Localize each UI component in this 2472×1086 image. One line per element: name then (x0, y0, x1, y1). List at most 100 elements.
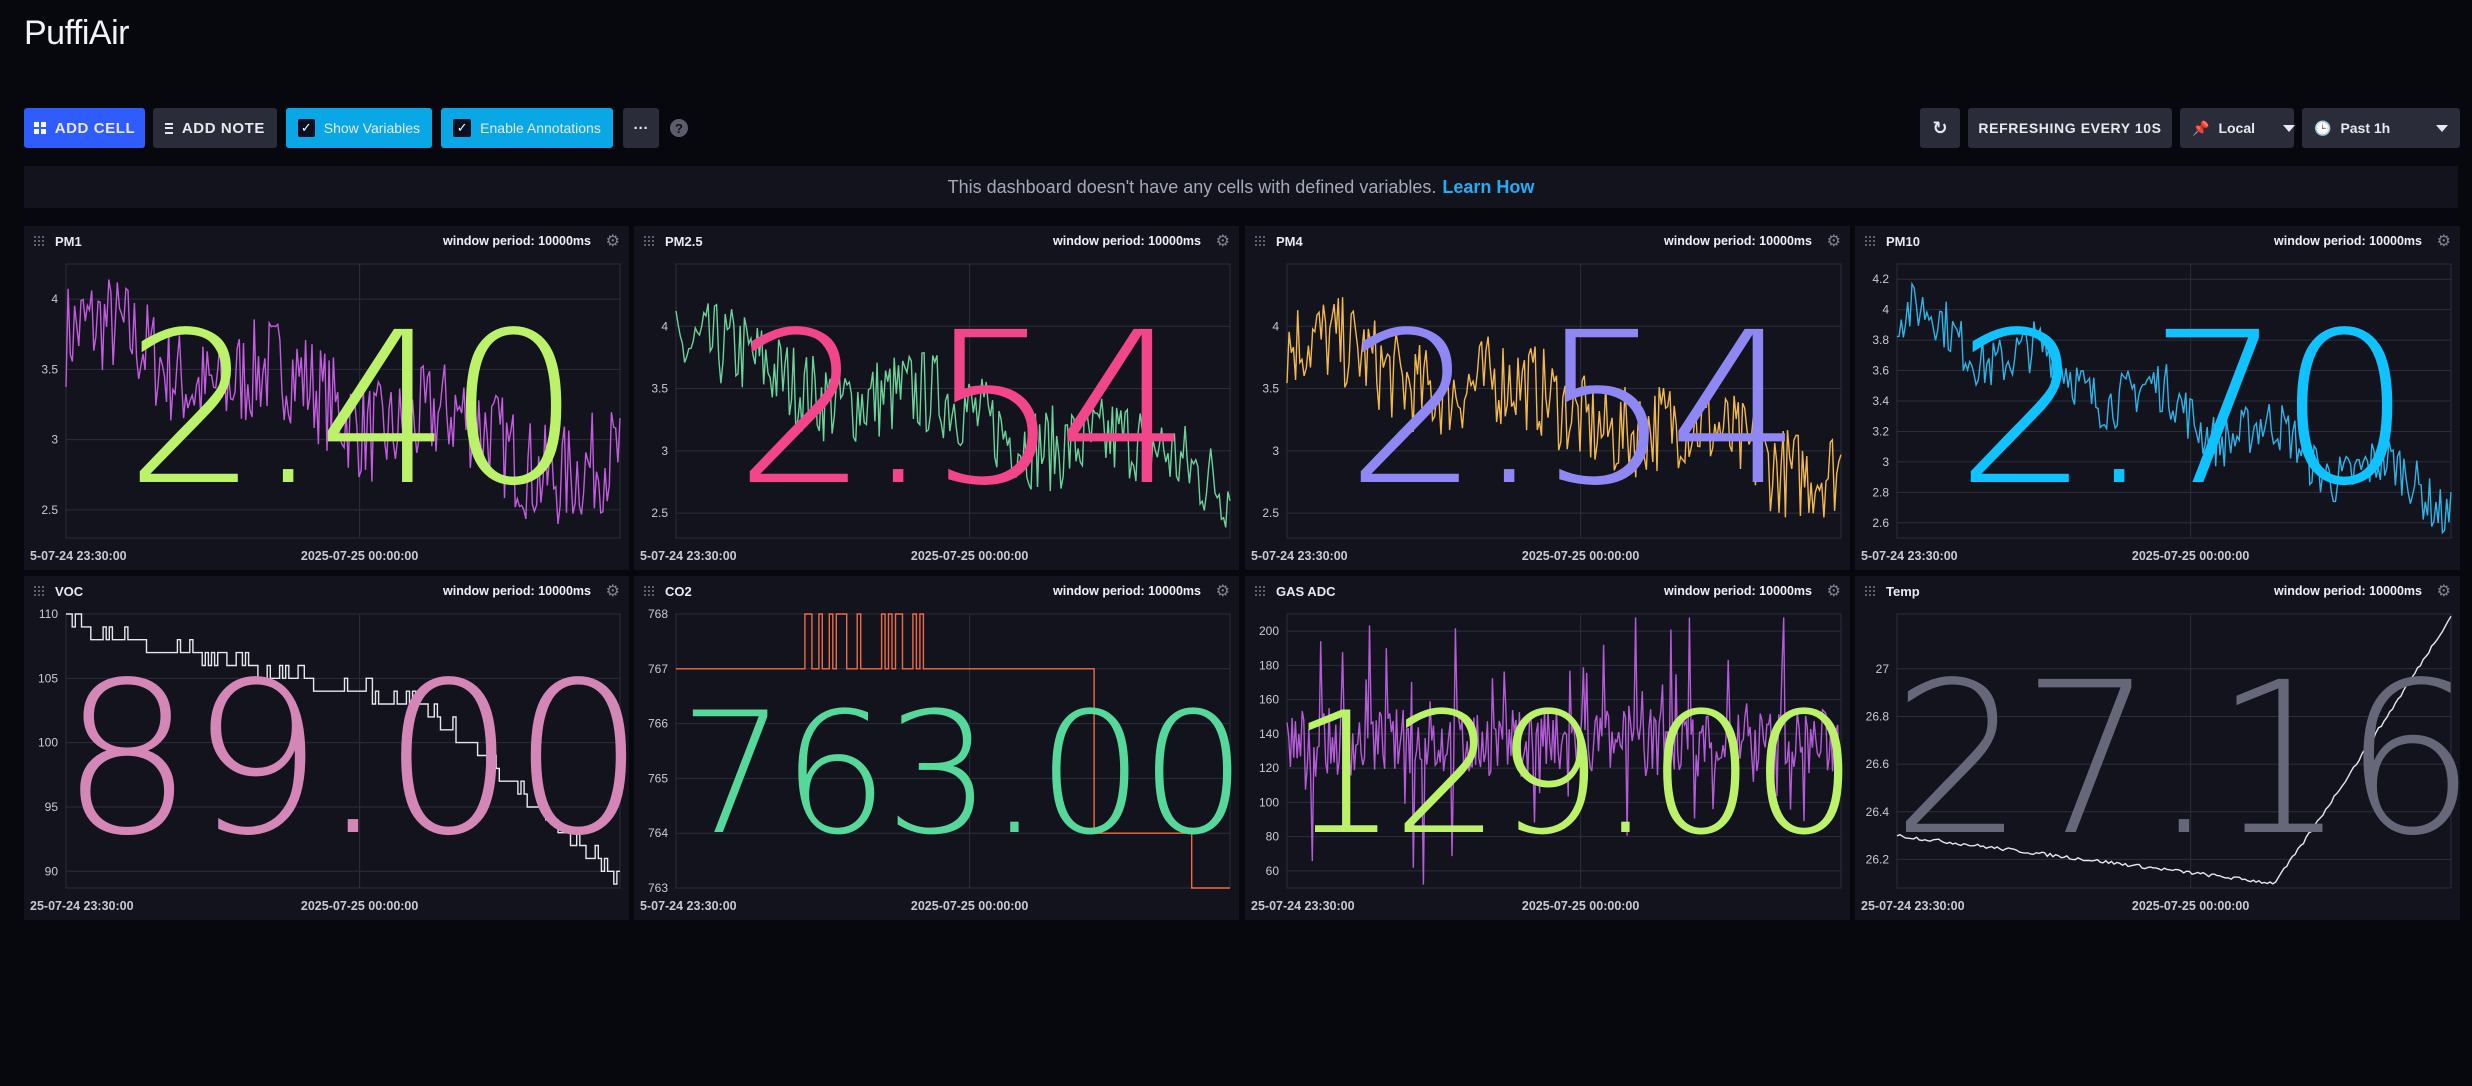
add-cell-button[interactable]: ADD CELL (24, 108, 145, 148)
show-variables-label: Show Variables (323, 120, 420, 136)
series-line (1896, 281, 2452, 535)
x-tick-label: 2025-07-25 00:00:00 (301, 899, 418, 913)
cell-graph: 2.5 3 3.5 4 5-07-24 23:30:00 2025-07-25 00:00… (30, 263, 621, 563)
y-tick-label: 26.2 (1866, 852, 1890, 866)
x-tick-label: 2025-07-25 00:00:00 (1522, 899, 1639, 913)
y-tick-label: 3.4 (1872, 394, 1889, 408)
show-variables-toggle[interactable]: ✓ Show Variables (286, 108, 432, 148)
cell-header[interactable]: GAS ADC window period: 10000ms ⚙ (1245, 576, 1850, 606)
y-tick-label: 95 (45, 800, 59, 814)
gear-icon[interactable]: ⚙ (2436, 583, 2451, 600)
cell-header[interactable]: PM4 window period: 10000ms ⚙ (1245, 226, 1850, 256)
y-tick-label: 3.2 (1872, 424, 1889, 438)
x-tick-label: 2025-07-25 00:00:00 (2132, 899, 2249, 913)
enable-annotations-label: Enable Annotations (480, 120, 601, 136)
x-tick-label: 2025-07-25 00:00:00 (1522, 549, 1639, 563)
y-tick-label: 4 (661, 319, 668, 333)
cell-graph: 2.5 3 3.5 4 5-07-24 23:30:00 2025-07-25 00:00… (1251, 263, 1842, 563)
series-line (675, 303, 1231, 528)
drag-handle-icon[interactable] (1255, 586, 1265, 596)
y-tick-label: 110 (39, 607, 58, 621)
single-stat-value: 27.16 (1891, 637, 2460, 882)
chevron-down-icon (2436, 124, 2448, 132)
single-stat-value: 89.00 (60, 637, 629, 882)
refresh-icon: ↻ (1932, 117, 1948, 138)
plot-frame (1286, 613, 1842, 889)
y-tick-label: 27 (1876, 662, 1890, 676)
y-tick-label: 4 (1882, 303, 1889, 317)
cell-pm1[interactable]: 2.5 3 3.5 4 5-07-24 23:30:00 2025-07-25 00:00… (24, 226, 629, 570)
drag-handle-icon[interactable] (1865, 236, 1875, 246)
time-range-dropdown[interactable]: 🕒 Past 1h (2302, 108, 2460, 148)
drag-handle-icon[interactable] (1865, 586, 1875, 596)
x-tick-label: 5-07-24 23:30:00 (640, 549, 737, 563)
cell-header[interactable]: PM10 window period: 10000ms ⚙ (1855, 226, 2460, 256)
cell-temp[interactable]: 26.2 26.4 26.6 26.8 27 25-07-24 23:30:00 2025-… (1855, 576, 2460, 920)
checkbox-checked-icon[interactable]: ✓ (298, 119, 315, 137)
cell-header[interactable]: Temp window period: 10000ms ⚙ (1855, 576, 2460, 606)
add-note-button[interactable]: ADD NOTE (153, 108, 277, 148)
y-tick-label: 80 (1266, 830, 1280, 844)
cell-title: GAS ADC (1276, 584, 1336, 599)
single-stat-value: 2.70 (1956, 287, 2408, 532)
gear-icon[interactable]: ⚙ (1215, 233, 1230, 250)
y-tick-label: 3.6 (1872, 364, 1889, 378)
cell-header[interactable]: VOC window period: 10000ms ⚙ (24, 576, 629, 606)
gear-icon[interactable]: ⚙ (1826, 233, 1841, 250)
y-tick-label: 765 (648, 771, 668, 785)
single-stat-value: 763.00 (679, 676, 1239, 872)
cell-co2[interactable]: 763 764 765 766 767 768 5-07-24 23:30:00 2025-0… (634, 576, 1239, 920)
y-tick-label: 2.5 (41, 503, 58, 517)
refresh-button[interactable]: ↻ (1920, 108, 1960, 148)
cell-pm10[interactable]: 2.6 2.8 3 3.2 3.4 3.6 3.8 4 4.2 5-07-24 23:30:00 2… (1855, 226, 2460, 570)
timezone-label: Local (2218, 120, 2256, 136)
cell-pm25[interactable]: 2.5 3 3.5 4 5-07-24 23:30:00 2025-07-25 00:00… (634, 226, 1239, 570)
cell-pm4[interactable]: 2.5 3 3.5 4 5-07-24 23:30:00 2025-07-25 00:00… (1245, 226, 1850, 570)
window-period-label: window period: 10000ms (1053, 234, 1201, 248)
drag-handle-icon[interactable] (644, 236, 654, 246)
cell-header[interactable]: CO2 window period: 10000ms ⚙ (634, 576, 1239, 606)
cell-gas[interactable]: 60 80 100 120 140 160 180 200 25-07-24 23:30:00 2… (1245, 576, 1850, 920)
x-tick-label: 25-07-24 23:30:00 (30, 899, 134, 913)
y-tick-label: 2.6 (1872, 516, 1889, 530)
timezone-dropdown[interactable]: 📌 Local (2180, 108, 2296, 148)
y-tick-label: 26.4 (1866, 805, 1890, 819)
y-tick-label: 766 (648, 717, 668, 731)
drag-handle-icon[interactable] (34, 586, 44, 596)
gear-icon[interactable]: ⚙ (1215, 583, 1230, 600)
single-stat-value: 2.54 (735, 287, 1187, 532)
window-period-label: window period: 10000ms (443, 584, 591, 598)
more-options-button[interactable]: ··· (623, 108, 659, 148)
cell-title: CO2 (665, 584, 692, 599)
drag-handle-icon[interactable] (644, 586, 654, 596)
learn-how-link[interactable]: Learn How (1442, 176, 1535, 197)
series-line (65, 279, 621, 525)
cell-header[interactable]: PM1 window period: 10000ms ⚙ (24, 226, 629, 256)
gear-icon[interactable]: ⚙ (605, 233, 620, 250)
gear-icon[interactable]: ⚙ (605, 583, 620, 600)
note-icon (165, 122, 173, 134)
help-icon[interactable]: ? (670, 119, 688, 137)
plot-frame (1286, 263, 1842, 539)
grid-icon (33, 122, 46, 134)
drag-handle-icon[interactable] (1255, 236, 1265, 246)
dashboard-toolbar: ADD CELL ADD NOTE ✓ Show Variables ✓ Ena… (24, 108, 2460, 150)
cell-title: PM1 (55, 234, 82, 249)
series-line (66, 613, 620, 885)
checkbox-checked-icon[interactable]: ✓ (453, 119, 472, 137)
add-note-label: ADD NOTE (181, 119, 265, 137)
window-period-label: window period: 10000ms (1664, 584, 1812, 598)
drag-handle-icon[interactable] (34, 236, 44, 246)
gear-icon[interactable]: ⚙ (1826, 583, 1841, 600)
cell-graph: 60 80 100 120 140 160 180 200 25-07-24 23:30:00 2… (1251, 613, 1850, 913)
y-tick-label: 100 (38, 736, 58, 750)
y-tick-label: 3 (1882, 455, 1889, 469)
gear-icon[interactable]: ⚙ (2436, 233, 2451, 250)
autorefresh-dropdown[interactable]: REFRESHING EVERY 10S (1968, 108, 2172, 148)
y-tick-label: 2.5 (1262, 506, 1279, 520)
enable-annotations-toggle[interactable]: ✓ Enable Annotations (441, 108, 613, 148)
y-tick-label: 120 (1259, 761, 1279, 775)
cell-header[interactable]: PM2.5 window period: 10000ms ⚙ (634, 226, 1239, 256)
cell-voc[interactable]: 90 95 100 105 110 25-07-24 23:30:00 2025-07-25… (24, 576, 629, 920)
single-stat-value: 129.00 (1290, 676, 1850, 872)
